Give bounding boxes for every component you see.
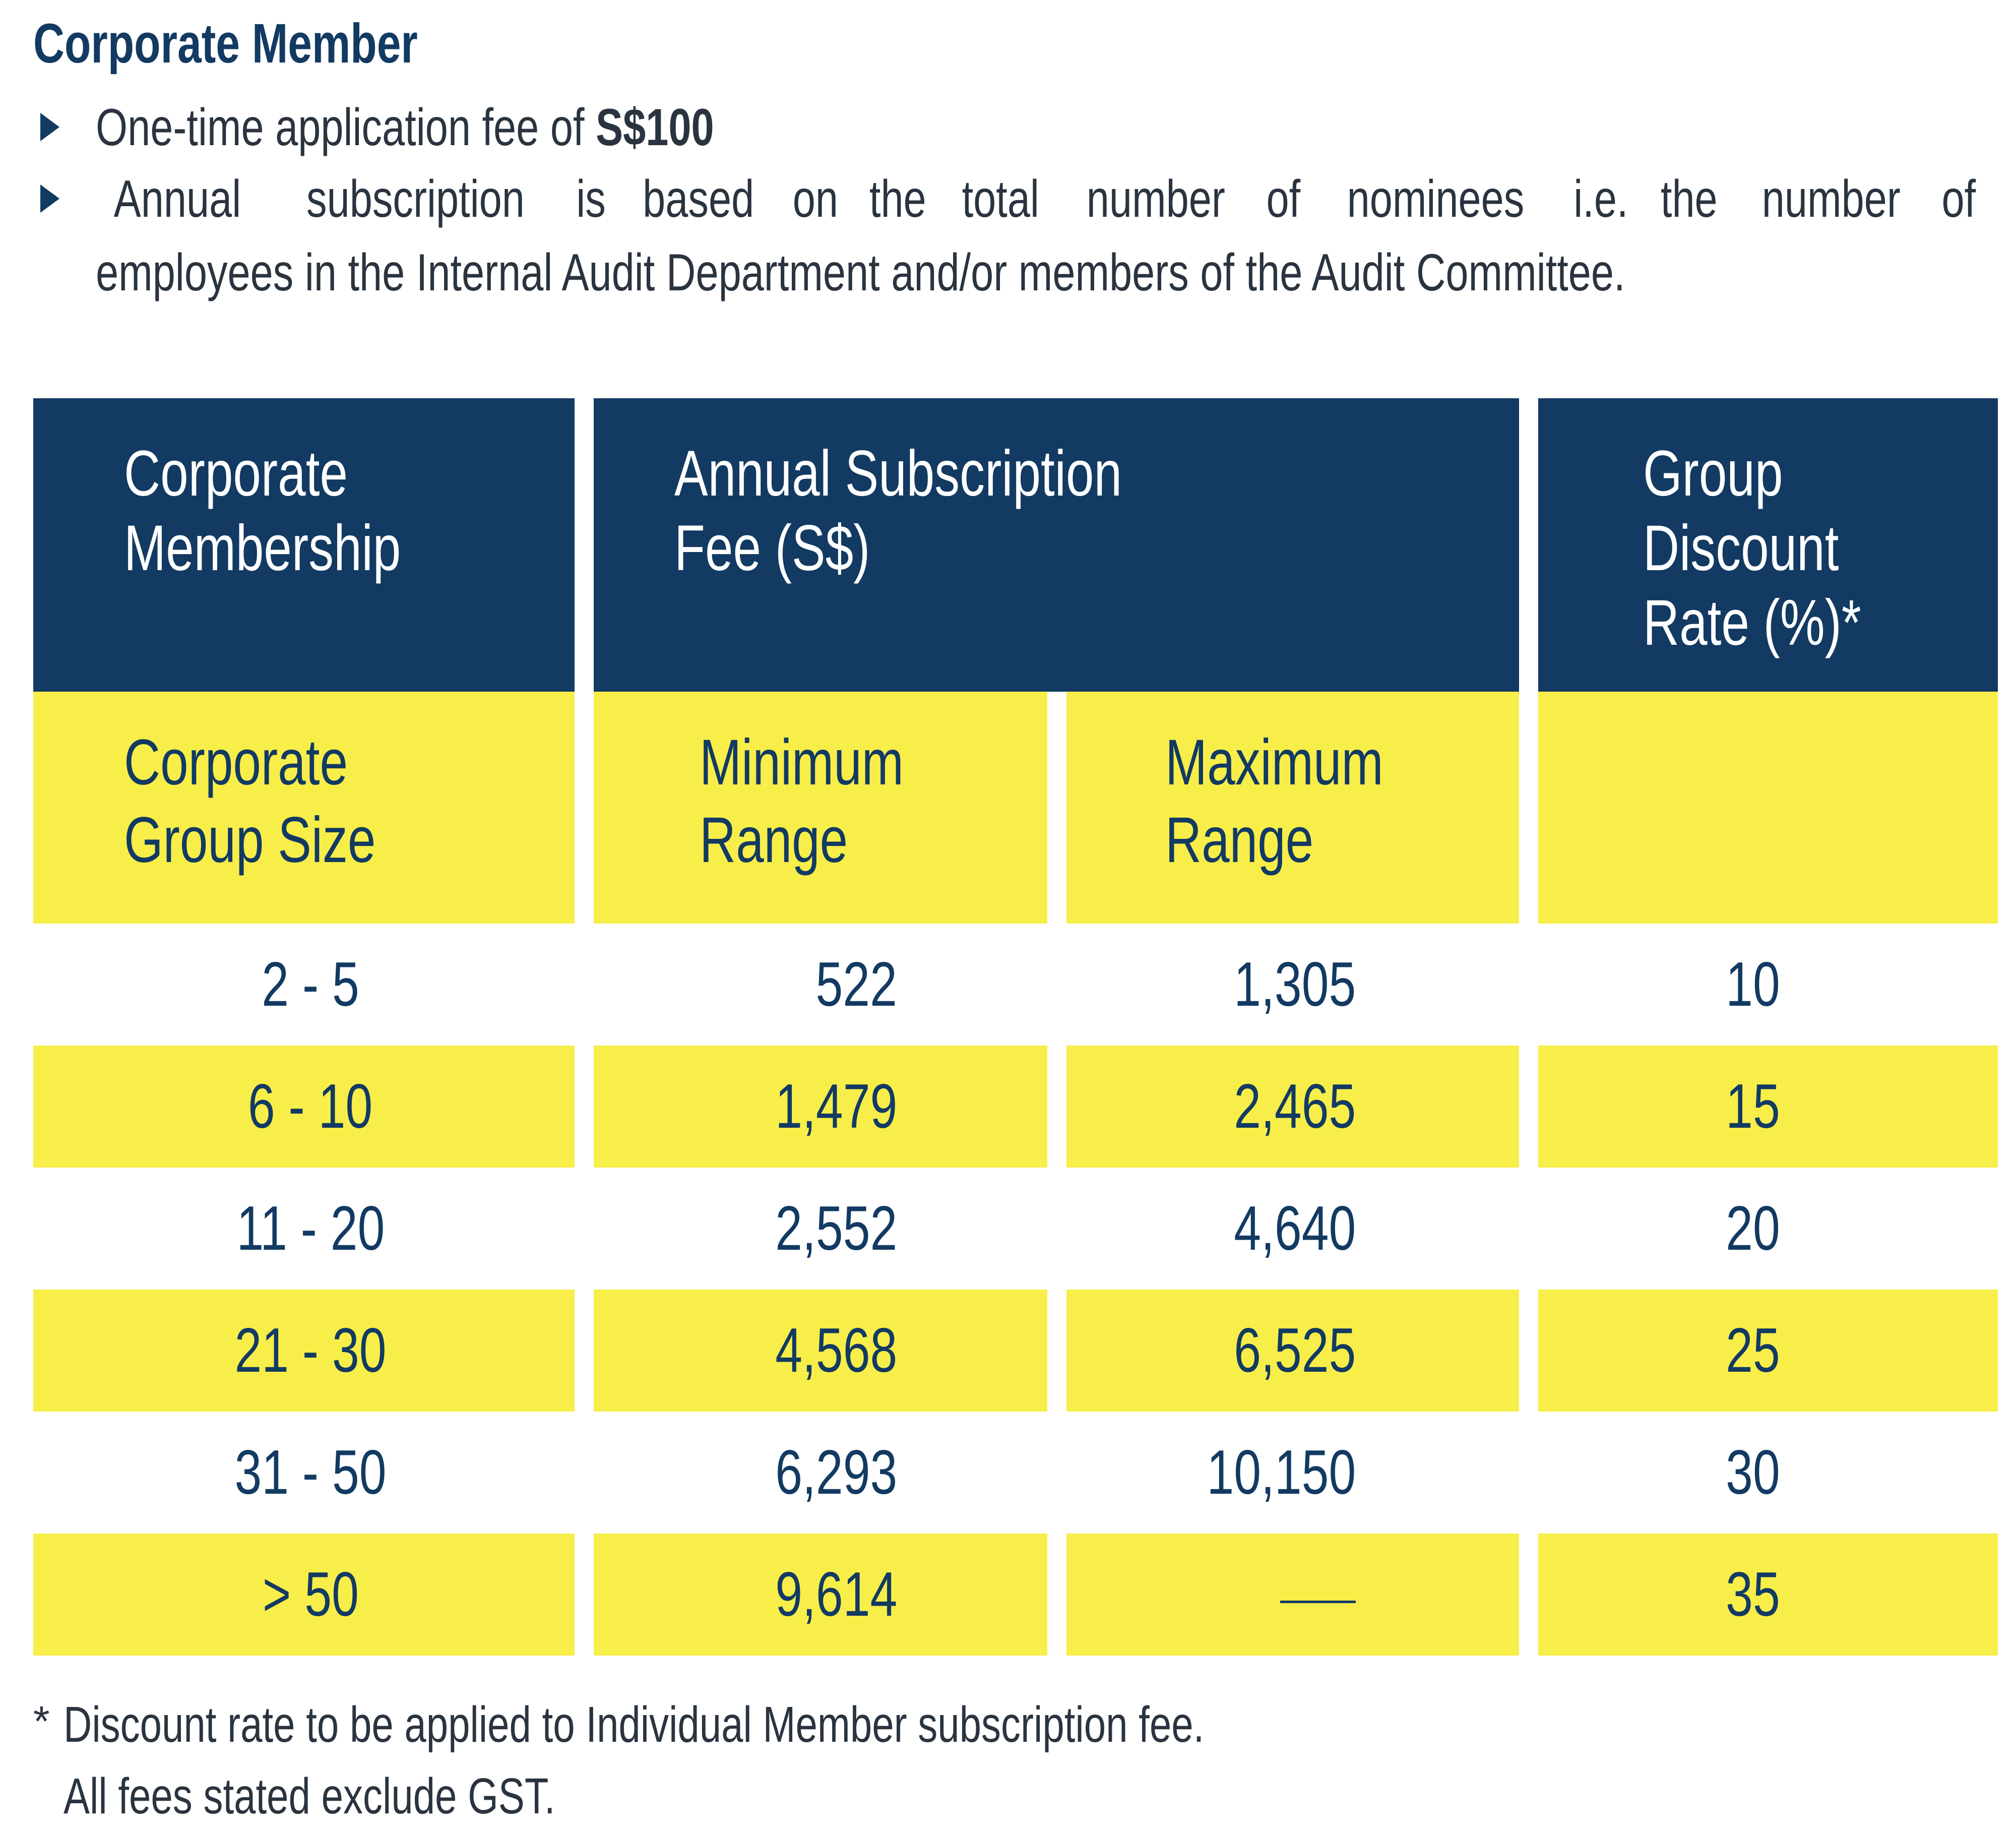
fee-amount: S$100 xyxy=(596,98,714,157)
cell-value-min: 2,552 xyxy=(775,1194,897,1263)
table-cell-max: 2,465 xyxy=(1066,1046,1519,1168)
subscription-line-1: Annual subscription is based on the total numbe… xyxy=(96,162,1981,236)
cell-value-max: 1,305 xyxy=(1233,950,1356,1019)
table-cell-rate: 10 xyxy=(1538,924,1998,1046)
table-cell-min: 9,614 xyxy=(594,1534,1047,1656)
cell-value-rate: 20 xyxy=(1726,1194,1780,1263)
subscription-word: subscription xyxy=(306,170,525,228)
subscription-word: Annual xyxy=(113,170,241,228)
cell-value-size: 11 - 20 xyxy=(236,1194,385,1263)
subscription-word: i.e. xyxy=(1573,170,1628,228)
cell-value-size: 31 - 50 xyxy=(234,1438,387,1507)
subscription-word: nominees xyxy=(1347,170,1525,228)
bullet-application-fee-text: One-time application fee of S$100 xyxy=(96,91,889,164)
subscription-word: of xyxy=(1941,170,1976,228)
cell-value-size: 21 - 30 xyxy=(234,1316,387,1385)
cell-value-max: 2,465 xyxy=(1233,1072,1356,1141)
subscription-word: the xyxy=(869,170,927,228)
cell-value-min: 4,568 xyxy=(775,1316,897,1385)
table-cell-max: 10,150 xyxy=(1066,1412,1519,1534)
section-title: Corporate Member xyxy=(33,13,418,75)
bullet-arrow-icon xyxy=(40,185,59,213)
cell-value-rate: 25 xyxy=(1726,1316,1780,1385)
subheader-discount-blank xyxy=(1538,692,1998,924)
table-cell-min: 4,568 xyxy=(594,1290,1047,1412)
table-cell-min: 1,479 xyxy=(594,1046,1047,1168)
table-cell-max: 1,305 xyxy=(1066,924,1519,1046)
cell-value-min: 6,293 xyxy=(775,1438,897,1507)
table-cell-rate: 35 xyxy=(1538,1534,1998,1656)
subscription-word: total xyxy=(962,170,1040,228)
bullet-application-fee: One-time application fee of S$100 xyxy=(33,91,1999,164)
subscription-word: number xyxy=(1086,170,1226,228)
footnote-line-2: All fees stated exclude GST. xyxy=(64,1768,555,1824)
fee-prefix: One-time application fee of xyxy=(96,98,596,157)
table-cell-size: 31 - 50 xyxy=(33,1412,575,1534)
cell-value-size: 6 - 10 xyxy=(248,1072,373,1141)
header-annual-subscription-fee: Annual Subscription Fee (S$) xyxy=(594,398,1519,692)
subheader-minimum-range: Minimum Range xyxy=(594,692,1047,924)
subscription-word: number xyxy=(1762,170,1901,228)
table-cell-rate: 15 xyxy=(1538,1046,1998,1168)
subscription-word: of xyxy=(1266,170,1301,228)
cell-value-rate: 15 xyxy=(1726,1072,1780,1141)
footnote-marker: * xyxy=(33,1697,50,1745)
table-cell-min: 2,552 xyxy=(594,1168,1047,1290)
cell-value-rate: 30 xyxy=(1726,1438,1780,1507)
cell-value-size: 2 - 5 xyxy=(262,950,359,1019)
table-cell-min: 6,293 xyxy=(594,1412,1047,1534)
footnote-line-1: Discount rate to be applied to Individua… xyxy=(64,1696,1205,1753)
cell-value-rate: 10 xyxy=(1726,950,1780,1019)
subheader-maximum-range: Maximum Range xyxy=(1066,692,1519,924)
table-cell-rate: 25 xyxy=(1538,1290,1998,1412)
table-cell-size: 11 - 20 xyxy=(33,1168,575,1290)
cell-value-max: 10,150 xyxy=(1207,1438,1356,1507)
table-cell-size: 2 - 5 xyxy=(33,924,575,1046)
table-cell-size: 6 - 10 xyxy=(33,1046,575,1168)
subheader-corporate-group-size: Corporate Group Size xyxy=(33,692,575,924)
header-group-discount-rate: Group Discount Rate (%)* xyxy=(1538,398,1998,692)
table-cell-min: 522 xyxy=(594,924,1047,1046)
table-cell-size: > 50 xyxy=(33,1534,575,1656)
table-cell-max: 4,640 xyxy=(1066,1168,1519,1290)
no-maximum-dash xyxy=(1280,1601,1356,1603)
cell-value-min: 522 xyxy=(815,950,897,1019)
header-corporate-membership: Corporate Membership xyxy=(33,398,575,692)
cell-value-size: > 50 xyxy=(262,1560,359,1629)
subscription-word: on xyxy=(793,170,839,228)
table-cell-size: 21 - 30 xyxy=(33,1290,575,1412)
bullet-arrow-icon xyxy=(40,113,59,141)
cell-value-max: 4,640 xyxy=(1233,1194,1356,1263)
bullet-annual-subscription: Annual subscription is based on the total numbe… xyxy=(33,162,1999,314)
table-cell-max: 6,525 xyxy=(1066,1290,1519,1412)
subscription-line-2: employees in the Internal Audit Departme… xyxy=(96,243,1625,302)
subscription-word: based xyxy=(642,170,754,228)
table-cell-rate: 30 xyxy=(1538,1412,1998,1534)
cell-value-min: 1,479 xyxy=(775,1072,897,1141)
cell-value-max: 6,525 xyxy=(1233,1316,1356,1385)
cell-value-rate: 35 xyxy=(1726,1560,1780,1629)
subscription-word: the xyxy=(1661,170,1718,228)
table-cell-rate: 20 xyxy=(1538,1168,1998,1290)
table-cell-max xyxy=(1066,1534,1519,1656)
cell-value-min: 9,614 xyxy=(775,1560,897,1629)
subscription-word: is xyxy=(576,170,606,228)
